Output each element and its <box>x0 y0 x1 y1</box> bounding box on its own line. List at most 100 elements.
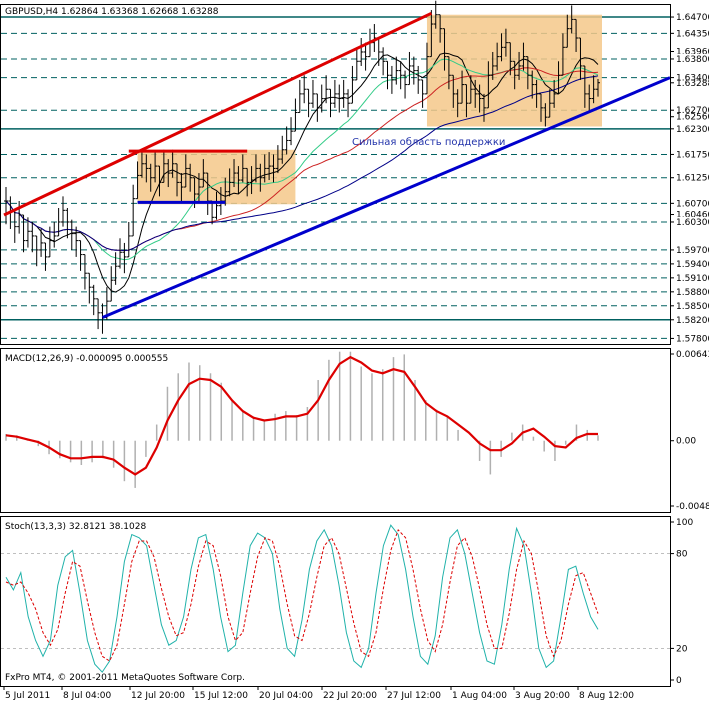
price-bar <box>74 226 79 257</box>
time-tick-label: 8 Aug 12:00 <box>579 691 634 701</box>
price-tick-label: 1.60460 <box>676 211 709 221</box>
price-bar <box>271 154 276 183</box>
price-bar <box>341 79 346 108</box>
macd-pane: 0.00643 0.00 -0.00484 MACD(12,26,9) -0.000… <box>5 350 709 512</box>
price-tick-label: 1.64350 <box>676 29 709 39</box>
price-tick-label: 1.63800 <box>676 55 709 65</box>
ma-black-line <box>5 52 599 293</box>
price-bar <box>385 60 390 90</box>
price-tick-label: 1.61750 <box>676 150 709 160</box>
price-bar <box>389 65 394 94</box>
price-bar <box>591 75 596 104</box>
price-bar <box>486 61 491 109</box>
price-bar <box>451 74 456 108</box>
price-header: GBPUSD,H4 1.62864 1.63368 1.62668 1.6328… <box>5 7 219 17</box>
stoch-tick-label: 0 <box>676 676 682 686</box>
copyright-text: FxPro MT4, © 2001-2011 MetaQuotes Softwa… <box>5 673 245 683</box>
price-bar <box>245 167 250 197</box>
price-bar <box>582 65 587 108</box>
price-bar <box>552 79 557 108</box>
price-tick-bg <box>674 272 709 283</box>
trend-lines <box>3 11 671 319</box>
price-bar <box>433 0 438 29</box>
time-axis: 5 Jul 2011 8 Jul 04:00 12 Jul 20:00 15 Jul … <box>3 686 634 701</box>
time-tick-label: 1 Aug 04:00 <box>452 691 507 701</box>
price-tick-bg <box>674 123 709 134</box>
price-tick-bg <box>674 258 709 269</box>
price-tick-label: 1.62700 <box>676 106 709 116</box>
price-bar <box>39 228 44 257</box>
price-bar <box>438 14 443 43</box>
price-bar <box>148 163 153 192</box>
price-bar <box>407 51 412 86</box>
price-bar <box>170 149 175 178</box>
price-tick-bg <box>674 105 709 116</box>
price-bar <box>429 10 434 58</box>
price-bar <box>578 37 583 80</box>
price-tick-bg <box>674 333 709 344</box>
price-tick-bg <box>674 149 709 160</box>
price-bar <box>319 84 324 113</box>
price-axis: 1.64700 1.64350 1.639601.63800 1.634001.632… <box>670 12 709 344</box>
price-bar <box>324 75 329 104</box>
stoch-tick-label: 20 <box>676 644 688 654</box>
price-tick-label: 1.58800 <box>676 288 709 298</box>
price-bar <box>153 152 158 183</box>
price-bar <box>473 79 478 108</box>
price-bar <box>214 191 219 220</box>
pane-frame <box>0 348 671 513</box>
price-tick-label: 1.59100 <box>676 274 709 284</box>
price-bar <box>556 61 561 95</box>
price-bars <box>4 0 600 334</box>
macd-tick-label: -0.00484 <box>676 502 709 512</box>
price-bar <box>161 149 166 183</box>
price-tick-label: 1.63400 <box>676 74 709 84</box>
price-tick-label: 1.60300 <box>676 218 709 228</box>
macd-tick-label: 0.00 <box>676 437 696 447</box>
price-bar <box>499 33 504 62</box>
price-bar <box>455 89 460 118</box>
price-bar <box>517 51 522 80</box>
price-bar <box>363 42 368 71</box>
price-bar <box>359 38 364 66</box>
price-tick-bg <box>674 216 709 227</box>
price-bar <box>69 219 74 250</box>
price-bar <box>477 84 482 113</box>
price-tick-label: 1.58500 <box>676 302 709 312</box>
price-tick-label: 1.58200 <box>676 316 709 326</box>
price-bar <box>596 78 600 97</box>
price-bar <box>446 56 451 90</box>
price-bar <box>569 5 574 34</box>
pane-frame <box>0 4 671 345</box>
pane-frames <box>0 4 671 687</box>
price-tick-label: 1.62560 <box>676 113 709 123</box>
price-bar <box>503 28 508 57</box>
price-tick-bg <box>674 28 709 39</box>
price-bar <box>530 70 535 99</box>
price-tick-bg <box>674 314 709 325</box>
price-bar <box>420 79 425 108</box>
price-bar <box>227 168 232 197</box>
price-bar <box>87 272 92 304</box>
price-bar <box>196 173 201 202</box>
price-bar <box>411 56 416 85</box>
macd-plot <box>5 351 599 488</box>
price-bar <box>21 214 26 253</box>
price-bar <box>538 93 543 122</box>
price-bar <box>267 152 272 181</box>
price-bar <box>139 149 144 178</box>
price-tick-label: 1.63960 <box>676 48 709 58</box>
price-tick-label: 1.57800 <box>676 334 709 344</box>
price-bar <box>328 88 333 118</box>
price-bar <box>249 166 254 195</box>
price-bar <box>521 42 526 71</box>
price-bar <box>508 42 513 76</box>
price-bar <box>175 163 180 197</box>
price-bar <box>183 154 188 188</box>
stoch-main-line <box>5 524 599 673</box>
price-bar <box>236 166 241 195</box>
price-tick-bg <box>674 172 709 183</box>
price-bar <box>4 187 8 225</box>
price-bar <box>91 284 96 316</box>
